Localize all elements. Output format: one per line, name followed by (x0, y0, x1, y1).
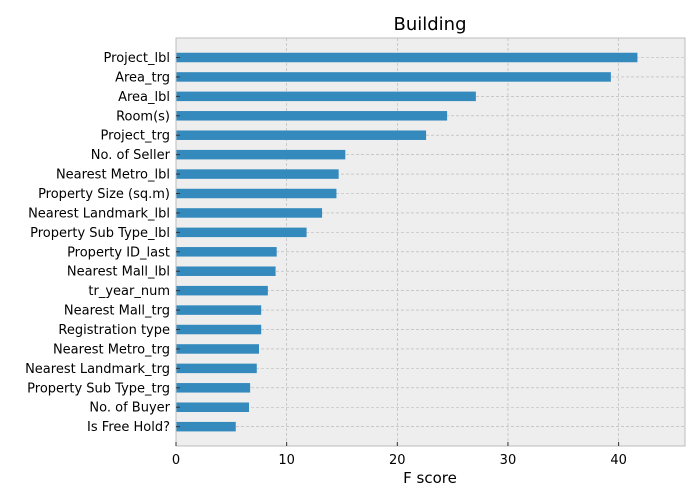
y-tick-label: tr_year_num (88, 284, 170, 299)
plot-background (176, 38, 685, 446)
y-tick-label: Property Sub Type_trg (27, 381, 170, 396)
bar (176, 227, 307, 238)
bar (176, 188, 337, 199)
y-tick-label: Property ID_last (67, 245, 170, 260)
bar (176, 363, 257, 374)
y-tick-label: Room(s) (116, 109, 170, 124)
y-tick-label: Nearest Metro_trg (53, 342, 170, 357)
x-tick-label: 0 (172, 453, 180, 468)
bars (176, 52, 638, 432)
bar (176, 324, 262, 335)
x-tick-label: 20 (389, 453, 406, 468)
bar (176, 247, 277, 257)
x-axis-label: F score (403, 469, 457, 487)
bar (176, 208, 323, 218)
y-tick-label: Nearest Landmark_lbl (28, 206, 170, 221)
bar (176, 344, 259, 354)
bar (176, 111, 448, 121)
y-tick-label: Nearest Mall_lbl (67, 265, 170, 280)
plot-frame (175, 37, 686, 447)
y-tick-label: Project_trg (101, 129, 170, 144)
bar (176, 266, 276, 276)
bar (176, 130, 427, 140)
bar (176, 305, 262, 315)
x-tick-label: 30 (500, 453, 517, 468)
x-tick-label: 40 (610, 453, 627, 468)
chart-title: Building (393, 14, 466, 35)
y-tick-label: Nearest Metro_lbl (56, 168, 170, 183)
bar (176, 52, 638, 63)
y-tick-label: Nearest Landmark_trg (25, 362, 170, 377)
y-tick-label: Project_lbl (104, 51, 170, 66)
y-tick-labels: Project_lbl Area_trg Area_lbl Room(s) Projec… (25, 51, 180, 435)
bar (176, 149, 346, 160)
x-tick-labels: 0 10 20 30 40 (172, 442, 627, 468)
bar (176, 421, 236, 432)
bar (176, 383, 251, 393)
bar (176, 169, 339, 179)
bar (176, 285, 268, 296)
y-tick-label: No. of Seller (91, 148, 171, 163)
bar (176, 72, 611, 82)
y-tick-label: Area_lbl (118, 90, 170, 105)
y-tick-label: Area_trg (115, 70, 170, 85)
bar (176, 91, 476, 102)
bar (176, 402, 250, 412)
y-tick-label: Nearest Mall_trg (64, 304, 170, 319)
y-tick-label: Is Free Hold? (87, 420, 170, 435)
x-tick-label: 10 (278, 453, 295, 468)
y-tick-label: No. of Buyer (89, 401, 170, 416)
y-tick-label: Property Sub Type_lbl (30, 226, 170, 241)
y-tick-label: Property Size (sq.m) (38, 187, 170, 202)
y-tick-label: Registration type (58, 323, 170, 338)
